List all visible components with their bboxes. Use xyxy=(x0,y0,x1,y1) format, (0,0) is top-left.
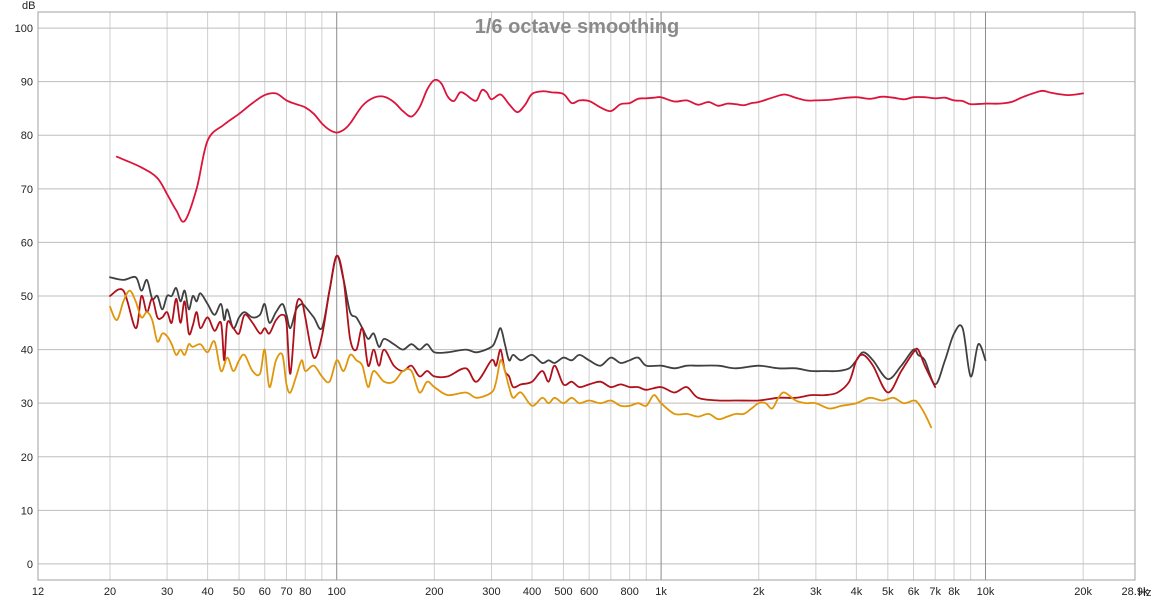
x-tick-label: 50 xyxy=(233,586,245,598)
y-tick-label: 10 xyxy=(21,505,33,517)
x-tick-label: 1k xyxy=(655,586,667,598)
series-line-1 xyxy=(115,78,1084,223)
x-tick-label: 300 xyxy=(482,586,500,598)
x-tick-label: 2k xyxy=(753,586,765,598)
x-tick-label: 60 xyxy=(259,586,271,598)
x-tick-label: 70 xyxy=(280,586,292,598)
x-tick-label: 12 xyxy=(32,586,44,598)
series-line-4 xyxy=(109,289,933,429)
y-tick-label: 20 xyxy=(21,452,33,464)
y-tick-label: 60 xyxy=(21,237,33,249)
y-axis-ticks: 0 10 20 30 40 50 60 70 80 90 100 xyxy=(15,23,33,571)
x-tick-label: 30 xyxy=(161,586,173,598)
x-tick-label: 400 xyxy=(523,586,541,598)
x-tick-label: 500 xyxy=(554,586,572,598)
x-tick-label: 20k xyxy=(1074,586,1092,598)
y-tick-label: 80 xyxy=(21,130,33,142)
x-tick-label: 600 xyxy=(580,586,598,598)
y-tick-label: 0 xyxy=(27,559,33,571)
x-tick-label: 5k xyxy=(882,586,894,598)
x-tick-label: 40 xyxy=(201,586,213,598)
x-tick-label: 20 xyxy=(104,586,116,598)
y-tick-label: 70 xyxy=(21,184,33,196)
y-tick-label: 90 xyxy=(21,77,33,89)
series-lines xyxy=(109,78,1084,429)
x-tick-label: 6k xyxy=(908,586,920,598)
x-tick-label: 10k xyxy=(977,586,995,598)
y-tick-label: 50 xyxy=(21,291,33,303)
chart-title: 1/6 octave smoothing xyxy=(475,16,680,38)
x-tick-label: 100 xyxy=(328,586,346,598)
plot-frame xyxy=(37,11,1136,581)
x-tick-label: 200 xyxy=(425,586,443,598)
y-tick-label: 100 xyxy=(15,23,33,35)
x-tick-label: 4k xyxy=(851,586,863,598)
major-grid xyxy=(336,12,986,580)
x-tick-label: 3k xyxy=(810,586,822,598)
minor-grid xyxy=(38,12,1135,580)
y-tick-label: 30 xyxy=(21,398,33,410)
x-tick-label: 80 xyxy=(299,586,311,598)
x-tick-label: 8k xyxy=(948,586,960,598)
y-tick-label: 40 xyxy=(21,345,33,357)
x-axis-unit: Hz xyxy=(1138,587,1151,599)
x-tick-label: 7k xyxy=(929,586,941,598)
x-tick-label: 800 xyxy=(620,586,638,598)
y-axis-label: dB xyxy=(22,0,35,12)
x-tick-label: 28.9k xyxy=(1122,586,1149,598)
x-axis-ticks: 12 20 30 40 50 60 70 80 100 200 300 400 500 600 800 1k 2… xyxy=(32,586,1149,598)
series-line-2 xyxy=(109,254,987,386)
